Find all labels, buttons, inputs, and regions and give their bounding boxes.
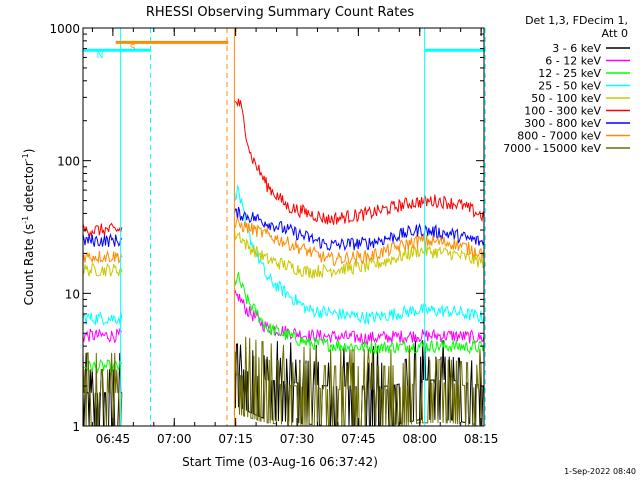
series-line-800-7000-kev-1 <box>234 217 485 267</box>
plot-area: SN <box>82 28 486 427</box>
x-axis-label: Start Time (03-Aug-16 06:37:42) <box>182 455 378 469</box>
x-tick-label-1: 07:00 <box>157 432 192 446</box>
y-label-part-c: ) <box>22 149 36 154</box>
flag-label-s: S <box>130 43 136 53</box>
y-axis-label-group: Count Rate (s-1 detector-1) <box>21 149 36 306</box>
legend-label-3-6-kev: 3 - 6 keV <box>552 42 601 55</box>
legend-label-300-800-kev: 300 - 800 keV <box>524 117 601 130</box>
series-line-6-12-kev-0 <box>82 327 123 344</box>
y-label-part-a: Count Rate (s <box>22 224 36 306</box>
y-axis-label: Count Rate (s-1 detector-1) <box>21 149 36 306</box>
y-label-sup-b: -1 <box>21 153 30 161</box>
legend-label-100-300-kev: 100 - 300 keV <box>524 105 601 118</box>
series-line-300-800-kev-0 <box>82 232 123 248</box>
plot-frame <box>82 27 485 427</box>
series-line-7000-15000-kev-0 <box>82 352 123 427</box>
y-label-sup-a: -1 <box>21 216 30 224</box>
x-tick-label-2: 07:15 <box>218 432 253 446</box>
legend-header-0: Det 1,3, FDecim 1, <box>525 14 628 27</box>
legend-label-800-7000-kev: 800 - 7000 keV <box>517 130 601 143</box>
x-tick-label-0: 06:45 <box>96 432 131 446</box>
footer-date: 1-Sep-2022 08:40 <box>564 467 636 476</box>
y-tick-label-3: 1000 <box>49 22 80 36</box>
series-line-12-25-kev-1 <box>233 272 485 355</box>
series-line-50-100-kev-1 <box>233 229 485 280</box>
y-tick-label-1: 10 <box>65 287 80 301</box>
legend-label-50-100-kev: 50 - 100 keV <box>531 92 601 105</box>
legend-label-12-25-kev: 12 - 25 keV <box>538 67 601 80</box>
series-line-25-50-kev-0 <box>82 310 123 326</box>
series-line-25-50-kev-1 <box>233 184 485 325</box>
x-tick-label-6: 08:15 <box>464 432 499 446</box>
y-tick-label-0: 1 <box>72 420 80 434</box>
axes: 06:45 07:00 07:15 07:30 07:45 08:00 08:15 1 10 10… <box>49 22 498 446</box>
x-tick-label-5: 08:00 <box>402 432 437 446</box>
y-tick-label-2: 100 <box>57 155 80 169</box>
series-line-50-100-kev-0 <box>82 263 123 277</box>
legend-label-6-12-kev: 6 - 12 keV <box>545 55 601 68</box>
legend-label-7000-15000-kev: 7000 - 15000 keV <box>503 142 601 155</box>
legend-label-25-50-kev: 25 - 50 keV <box>538 80 601 93</box>
series-line-100-300-kev-1 <box>234 98 485 225</box>
x-tick-label-3: 07:30 <box>280 432 315 446</box>
series-line-6-12-kev-1 <box>233 289 485 347</box>
flag-label-n: N <box>97 51 104 61</box>
series-line-800-7000-kev-0 <box>82 250 123 264</box>
y-label-part-b: detector <box>22 161 36 216</box>
legend-header-1: Att 0 <box>602 27 628 40</box>
x-tick-label-4: 07:45 <box>341 432 376 446</box>
chart-title: RHESSI Observing Summary Count Rates <box>146 5 415 20</box>
series-line-300-800-kev-1 <box>233 206 485 252</box>
